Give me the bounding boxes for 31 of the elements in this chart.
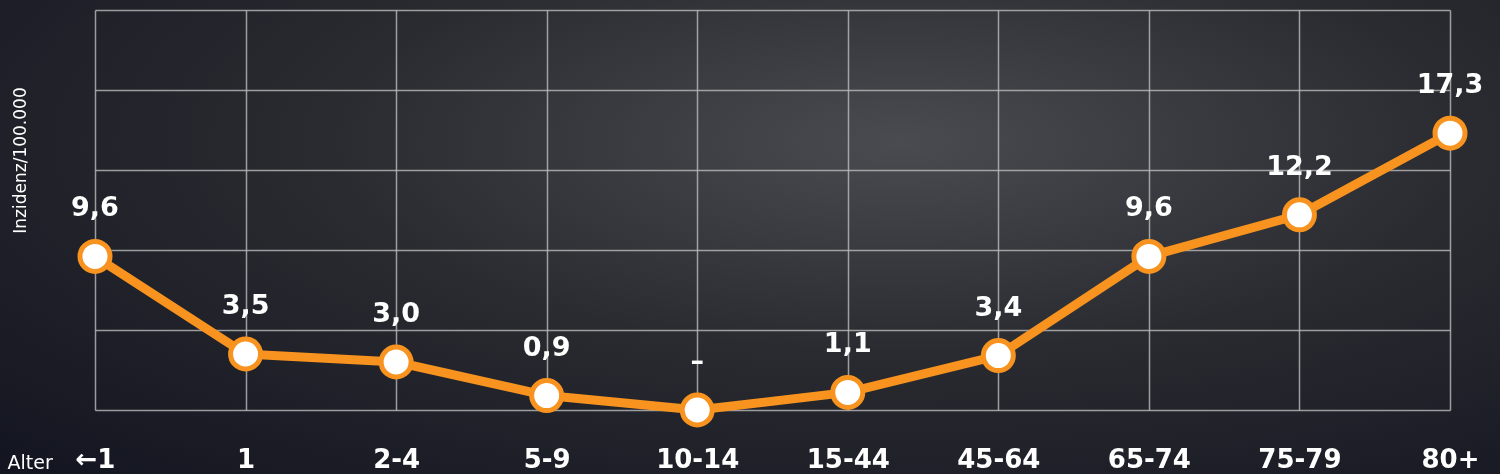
x-tick-label: 5-9: [523, 443, 571, 474]
x-tick-label: 1: [237, 443, 256, 474]
point: [378, 344, 414, 380]
x-axis-title: Alter: [7, 450, 53, 473]
data-label: 9,6: [1124, 191, 1173, 223]
x-tick-label: 2-4: [373, 443, 421, 474]
data-label: 0,9: [522, 330, 571, 362]
data-label: 3,4: [974, 290, 1023, 322]
data-label: 3,0: [372, 297, 421, 328]
x-tick-label: 45-64: [957, 443, 1041, 474]
data-label: 17,3: [1416, 68, 1484, 100]
x-tick-label: 80+: [1421, 443, 1480, 474]
point: [77, 238, 113, 274]
x-tick-label: 10-14: [656, 443, 740, 474]
x-tick-label: 75-79: [1258, 443, 1342, 474]
point: [980, 338, 1016, 374]
data-label: –: [690, 345, 704, 376]
point: [679, 392, 715, 428]
point: [529, 378, 565, 414]
x-tick-label: ←1: [75, 443, 116, 474]
data-label: 1,1: [823, 327, 872, 359]
point: [1432, 115, 1468, 151]
data-label: 12,2: [1266, 149, 1333, 181]
point: [1131, 238, 1167, 274]
point: [228, 336, 264, 372]
data-label: 3,5: [221, 289, 270, 320]
point: [830, 374, 866, 410]
x-tick-label: 15-44: [806, 443, 890, 474]
y-axis-title: Inzidenz/100.000: [9, 87, 30, 234]
x-tick-label: 65-74: [1107, 443, 1191, 474]
point: [1281, 197, 1317, 233]
